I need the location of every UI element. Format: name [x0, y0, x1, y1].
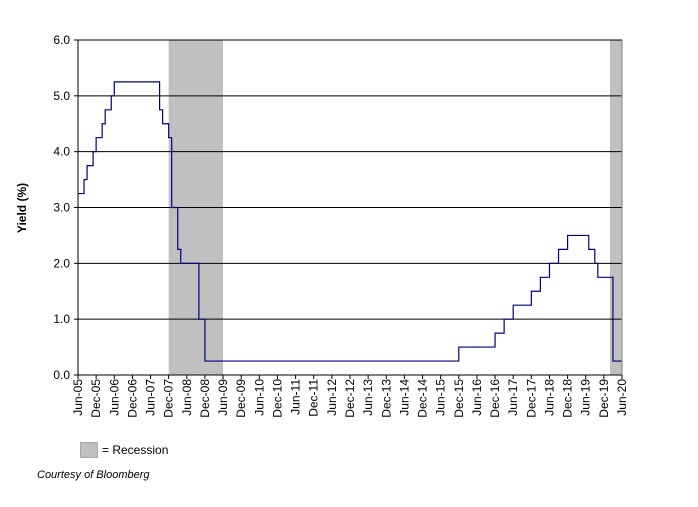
x-tick-label: Jun-16 — [470, 379, 484, 416]
x-tick-label: Jun-12 — [325, 379, 339, 416]
x-tick-label: Dec-06 — [125, 379, 139, 418]
y-tick-label: 3.0 — [53, 201, 70, 215]
series-line — [78, 81, 622, 362]
x-tick-label: Jun-05 — [71, 379, 85, 416]
x-tick-label: Jun-09 — [216, 379, 230, 416]
y-tick-label: 5.0 — [53, 89, 70, 103]
x-tick-label: Dec-08 — [198, 379, 212, 418]
gridlines — [78, 39, 622, 320]
x-tick-label: Dec-18 — [561, 379, 575, 418]
x-tick-label: Dec-05 — [89, 379, 103, 418]
y-tick-label: 4.0 — [53, 145, 70, 159]
x-tick-label: Jun-06 — [107, 379, 121, 416]
x-tick-label: Jun-10 — [252, 379, 266, 416]
x-tick-label: Dec-14 — [416, 379, 430, 418]
x-tick-label: Jun-11 — [289, 379, 303, 415]
y-axis-title: Yield (%) — [15, 183, 29, 233]
x-tick-label: Dec-09 — [234, 379, 248, 418]
x-tick-label: Jun-19 — [579, 379, 593, 416]
y-tick-labels: 0.0 1.0 2.0 3.0 4.0 5.0 6.0 — [53, 33, 78, 382]
x-tick-labels: Jun-05 Dec-05 Jun-06 Dec-06 Jun-07 Dec-07 Jun-… — [71, 375, 629, 418]
x-tick-label: Dec-13 — [379, 379, 393, 418]
x-tick-label: Dec-17 — [524, 379, 538, 418]
y-tick-label: 0.0 — [53, 368, 70, 382]
x-tick-label: Jun-07 — [144, 379, 158, 416]
x-tick-label: Dec-07 — [162, 379, 176, 418]
x-tick-label: Jun-14 — [397, 379, 411, 416]
yield-series-line — [78, 81, 622, 362]
x-tick-label: Dec-19 — [597, 379, 611, 418]
x-tick-label: Dec-11 — [307, 379, 321, 417]
x-tick-label: Jun-15 — [434, 379, 448, 416]
x-tick-label: Dec-16 — [488, 379, 502, 418]
recession-legend-swatch — [80, 442, 98, 458]
x-tick-label: Dec-15 — [452, 379, 466, 418]
y-tick-label: 1.0 — [53, 312, 70, 326]
y-tick-label: 6.0 — [53, 33, 70, 47]
y-tick-label: 2.0 — [53, 256, 70, 270]
source-note: Courtesy of Bloomberg — [37, 469, 150, 481]
x-tick-label: Jun-18 — [542, 379, 556, 416]
recession-legend-label: = Recession — [102, 443, 169, 457]
x-tick-label: Dec-10 — [270, 379, 284, 418]
x-tick-label: Jun-20 — [615, 379, 629, 416]
x-tick-label: Jun-13 — [361, 379, 375, 416]
x-tick-label: Jun-17 — [506, 379, 520, 416]
x-tick-label: Jun-08 — [180, 379, 194, 416]
x-tick-label: Dec-12 — [343, 379, 357, 418]
legend: = Recession — [80, 442, 168, 458]
